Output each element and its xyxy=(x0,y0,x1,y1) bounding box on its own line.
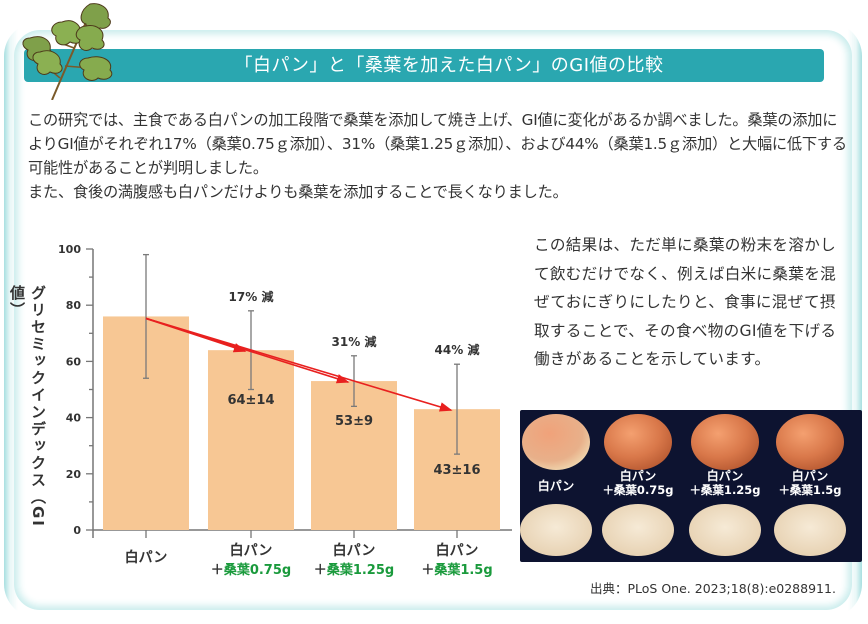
value-label: 43±16 xyxy=(433,463,480,478)
photo-label: 白パン xyxy=(538,478,575,493)
intro-text: この研究では、主食である白パンの加工段階で桑葉を添加して焼き上げ、GI値に変化が… xyxy=(28,108,848,204)
reduction-annotation: 44% 減 xyxy=(435,342,480,357)
page-title: 「白パン」と「桑葉を加えた白パン」のGI値の比較 xyxy=(234,55,664,76)
reduction-arrows xyxy=(145,317,453,412)
x-category-sublabel: ＋桑葉0.75g xyxy=(211,562,291,578)
x-category-label: 白パン xyxy=(333,542,376,559)
bread-cross-section xyxy=(774,504,846,556)
x-category-label: 白パン xyxy=(230,542,273,559)
bread-bun-top xyxy=(776,414,844,470)
title-bar: 「白パン」と「桑葉を加えた白パン」のGI値の比較 xyxy=(24,49,824,82)
x-category-label: 白パン xyxy=(436,542,479,559)
y-axis-label: グリセミックインデックス（GI値） xyxy=(8,285,47,528)
x-category-sublabel: ＋桑葉1.5g xyxy=(421,562,492,578)
x-category-sublabel: ＋桑葉1.25g xyxy=(314,562,394,578)
intro-paragraph-2: また、食後の満腹感も白パンだけよりも桑葉を添加することで長くなりました。 xyxy=(28,183,568,201)
intro-paragraph-1: この研究では、主食である白パンの加工段階で桑葉を添加して焼き上げ、GI値に変化が… xyxy=(28,111,847,177)
mulberry-leaf-icon xyxy=(22,3,113,100)
bread-bun-top xyxy=(522,414,590,470)
bread-cross-section xyxy=(689,504,761,556)
reduction-arrow xyxy=(145,317,453,412)
value-label: 53±9 xyxy=(335,414,373,429)
bread-bun-top xyxy=(604,414,672,470)
y-tick-label: 20 xyxy=(66,468,82,481)
photo-label: 白パン xyxy=(792,468,829,483)
y-tick-label: 0 xyxy=(73,524,81,537)
y-tick-label: 40 xyxy=(66,412,82,425)
reduction-annotation: 17% 減 xyxy=(229,289,274,304)
photo-label: 白パン xyxy=(620,468,657,483)
bread-bun-top xyxy=(691,414,759,470)
x-category-label: 白パン xyxy=(125,549,168,566)
y-tick-label: 80 xyxy=(66,299,82,312)
photo-label: ＋桑葉1.5g xyxy=(778,483,841,497)
y-tick-label: 60 xyxy=(66,355,82,368)
photo-label: 白パン xyxy=(707,468,744,483)
source-citation: 出典：PLoS One. 2023;18(8):e0288911. xyxy=(590,581,836,596)
value-label: 64±14 xyxy=(227,393,274,408)
reduction-annotation: 31% 減 xyxy=(332,334,377,349)
photo-label: ＋桑葉1.25g xyxy=(689,483,760,497)
conclusion-text: この結果は、ただ単に桑葉の粉末を溶かして飲むだけでなく、例えば白米に桑葉を混ぜて… xyxy=(534,236,837,369)
chart-bars xyxy=(103,253,500,530)
photo-label: ＋桑葉0.75g xyxy=(602,483,673,497)
bread-cross-section xyxy=(602,504,674,556)
bread-cross-section xyxy=(520,504,592,556)
y-tick-label: 100 xyxy=(58,243,81,256)
